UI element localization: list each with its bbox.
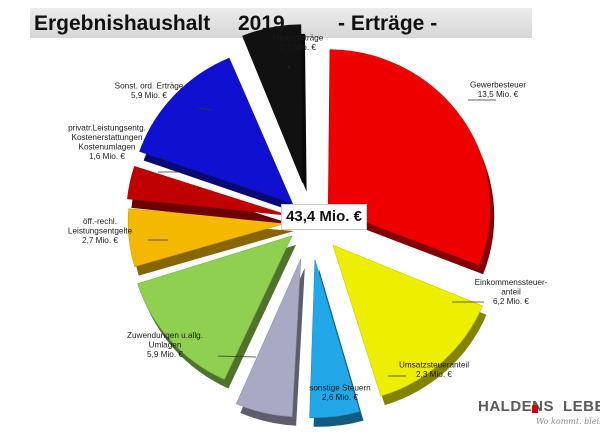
slice-label-line: 5,9 Mio. € xyxy=(131,91,167,100)
slice-label: Gewerbesteuer 13,5 Mio. € xyxy=(470,81,526,100)
slice-label-line: Kostenumlagen xyxy=(79,143,136,152)
slice-label-line: anteil xyxy=(501,288,521,297)
slice-label: Zuwendungen u.allg. Umlagen 5,9 Mio. € xyxy=(127,331,203,359)
pie-slice-gewerbesteuer xyxy=(327,49,491,266)
total-value-box: 43,4 Mio. € xyxy=(281,204,367,230)
slice-label-line: Finanzerträge xyxy=(273,34,324,43)
slice-label-line: 2,7 Mio. € xyxy=(82,236,118,245)
pie-slice-sonst_ord xyxy=(139,57,294,205)
slice-label: Finanzerträge 2,7 Mio. € xyxy=(273,34,324,53)
slice-label: Einkommenssteuer-anteil 6,2 Mio. € xyxy=(475,278,548,306)
slice-label-line: 1,6 Mio. € xyxy=(89,152,125,161)
slice-label-line: öff.-rechl. xyxy=(83,217,117,226)
leader-line xyxy=(217,355,257,358)
pie-slices xyxy=(127,24,495,427)
slice-label-line: 2,3 Mio. € xyxy=(416,370,452,379)
slice-label-line: 5,9 Mio. € xyxy=(147,350,183,359)
pie-slice-umsatzsteuer xyxy=(309,259,360,418)
slice-label-line: 13,5 Mio. € xyxy=(478,90,519,99)
leader-line xyxy=(197,107,213,111)
slice-label: öff.-rechl. Leistungsentgelte 2,7 Mio. € xyxy=(68,217,133,245)
title-subtitle: - Erträge - xyxy=(338,12,438,35)
logo-slogan: Wo kommt. bleibt. xyxy=(536,417,600,426)
slice-label: Umsatzsteueranteil 2,3 Mio. € xyxy=(399,361,469,380)
slice-label: Sonst. ord. Erträge 5,9 Mio. € xyxy=(115,82,184,101)
slice-label-line: Umsatzsteueranteil xyxy=(399,361,469,370)
logo-wordmark: HALDENSLEBEN xyxy=(478,398,600,415)
slice-label: privatr.Leistungsentg. Kostenerstattungen… xyxy=(68,124,146,162)
slice-label-line: Kostenerstattungen xyxy=(71,133,142,142)
slice-label-line: 2,7 Mio. € xyxy=(280,43,316,52)
logo-mark-icon xyxy=(532,403,538,413)
pie-slice-privatr xyxy=(127,166,289,216)
logo: HALDENSLEBEN Wo kommt. bleibt. xyxy=(478,398,600,434)
pie-slice-zuwendungen xyxy=(137,235,293,380)
slice-label-line: Zuwendungen u.allg. xyxy=(127,331,203,340)
pie-slice-sonstige_steuern xyxy=(235,258,302,418)
slice-labels: Gewerbesteuer 13,5 Mio. € Einkommenssteuer… xyxy=(68,34,548,403)
slice-label: sonstige Steuern 2,6 Mio. € xyxy=(309,384,371,403)
title-text: Ergebnishaushalt xyxy=(34,12,211,35)
slice-label-line: sonstige Steuern xyxy=(309,384,371,393)
pie-slice-oeff_rechtl xyxy=(127,208,291,267)
slice-label-line: Sonst. ord. Erträge xyxy=(115,82,184,91)
slice-label-line: Umlagen xyxy=(149,341,182,350)
slice-label-line: 6,2 Mio. € xyxy=(493,297,529,306)
leader-lines xyxy=(148,65,496,395)
slice-label-line: Einkommenssteuer- xyxy=(475,278,548,287)
leader-line xyxy=(287,65,291,69)
slice-label-line: 2,6 Mio. € xyxy=(322,393,358,402)
slice-label-line: Leistungsentgelte xyxy=(68,227,133,236)
slice-label-line: Gewerbesteuer xyxy=(470,81,526,90)
pie-slice-finanzertraege xyxy=(242,24,303,183)
slice-label-line: privatr.Leistungsentg. xyxy=(68,124,146,133)
pie-slice-einkommenssteuer xyxy=(332,244,483,397)
